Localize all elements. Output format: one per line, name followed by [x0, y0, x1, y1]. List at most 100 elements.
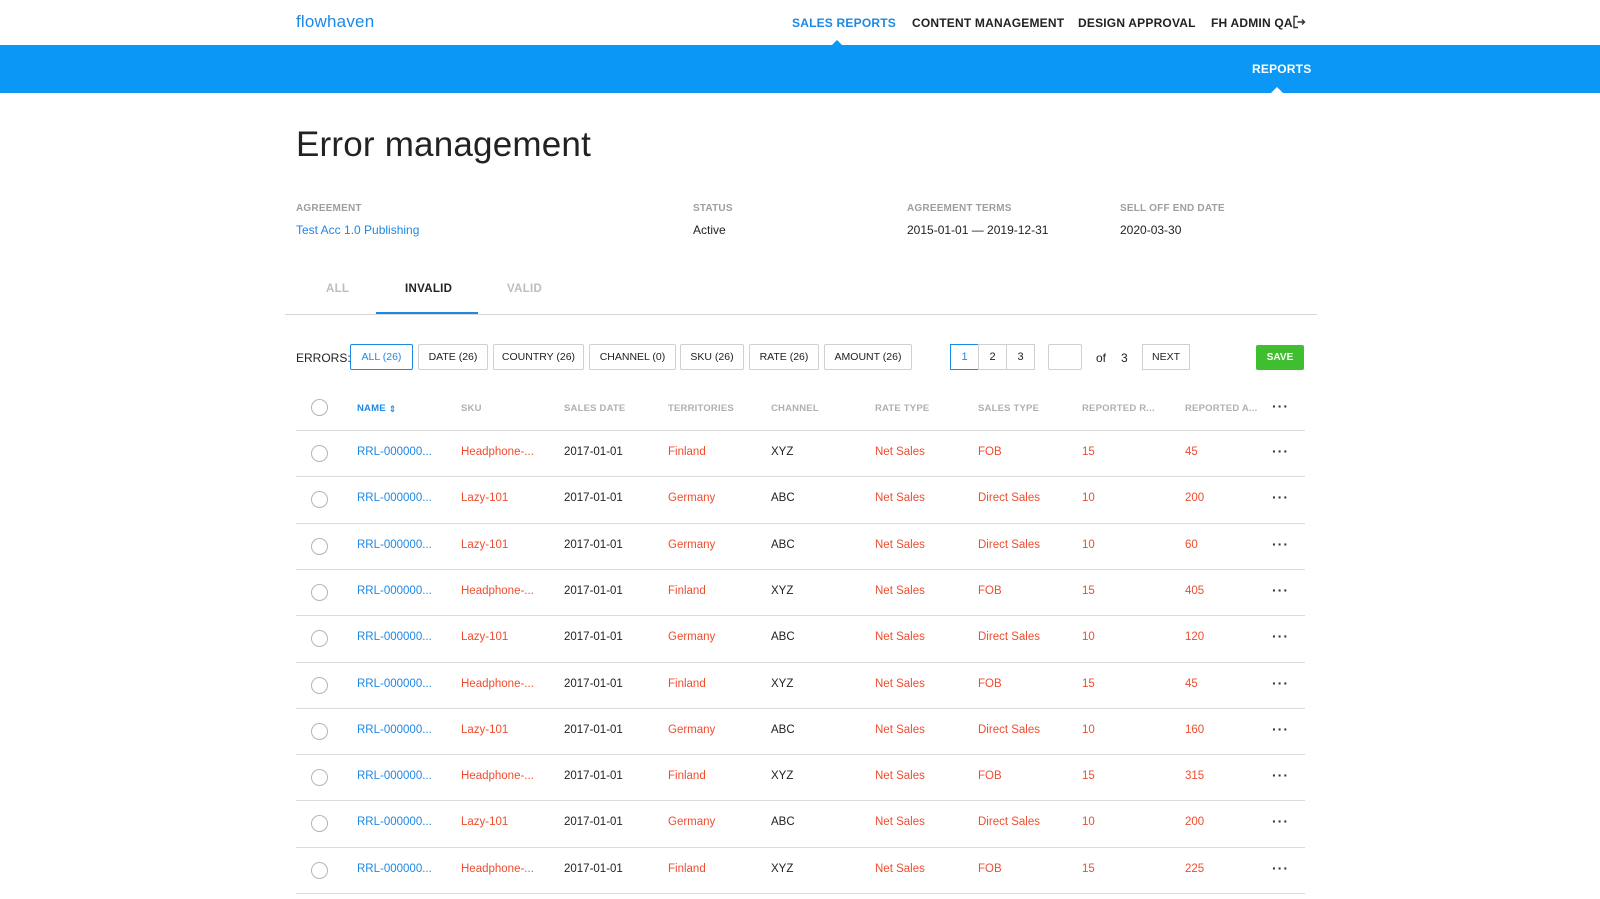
cell-name[interactable]: RRL-000000... — [357, 492, 432, 505]
cell-sku: Lazy-101 — [461, 492, 509, 505]
row-select-radio[interactable] — [311, 445, 328, 462]
tab-all[interactable]: ALL — [326, 283, 350, 295]
logout-icon[interactable] — [1292, 15, 1306, 29]
column-header-reported-amount[interactable]: REPORTED A... — [1185, 403, 1258, 414]
row-divider — [296, 476, 1305, 478]
page-number-input[interactable] — [1048, 344, 1082, 370]
cell-channel: ABC — [771, 492, 795, 505]
row-options-icon[interactable]: ··· — [1272, 720, 1289, 737]
column-header-reported-rate[interactable]: REPORTED R... — [1082, 403, 1155, 414]
page-button-2[interactable]: 2 — [978, 344, 1007, 370]
cell-sales-type: FOB — [978, 584, 1002, 597]
sell-off-end-date-value: 2020-03-30 — [1120, 223, 1182, 237]
row-options-icon[interactable]: ··· — [1272, 535, 1289, 552]
cell-channel: ABC — [771, 538, 795, 551]
tab-valid[interactable]: VALID — [507, 283, 543, 295]
column-header-sales-type[interactable]: SALES TYPE — [978, 403, 1040, 414]
cell-territory: Germany — [668, 631, 716, 644]
nav-item-sales-reports[interactable]: SALES REPORTS — [792, 16, 896, 30]
cell-rate-type: Net Sales — [875, 677, 925, 690]
tabs-divider — [285, 314, 1317, 315]
column-header-rate-type[interactable]: RATE TYPE — [875, 403, 930, 414]
agreement-link[interactable]: Test Acc 1.0 Publishing — [296, 223, 420, 237]
cell-name[interactable]: RRL-000000... — [357, 538, 432, 551]
nav-item-content-management[interactable]: CONTENT MANAGEMENT — [912, 16, 1065, 30]
column-header-channel[interactable]: CHANNEL — [771, 403, 819, 414]
cell-reported-rate: 15 — [1082, 446, 1095, 458]
row-options-icon[interactable]: ··· — [1272, 674, 1289, 691]
row-select-radio[interactable] — [311, 722, 328, 740]
row-divider — [296, 522, 1305, 524]
select-all-radio[interactable] — [311, 399, 328, 416]
cell-name[interactable]: RRL-000000... — [357, 816, 432, 829]
sub-nav-item-reports[interactable]: REPORTS — [1252, 62, 1312, 76]
cell-name[interactable]: RRL-000000... — [357, 723, 432, 736]
cell-name[interactable]: RRL-000000... — [357, 677, 432, 690]
page-button-1[interactable]: 1 — [950, 344, 979, 370]
row-select-radio[interactable] — [311, 676, 328, 694]
agreement-terms-label: AGREEMENT TERMS — [907, 203, 1012, 214]
cell-territory: Finland — [668, 584, 706, 597]
tab-invalid[interactable]: INVALID — [405, 283, 453, 295]
error-filter-country[interactable]: COUNTRY (26) — [493, 344, 584, 370]
cell-name[interactable]: RRL-000000... — [357, 446, 432, 458]
column-header-sku[interactable]: SKU — [461, 403, 482, 414]
page-button-3[interactable]: 3 — [1006, 344, 1035, 370]
error-filter-all[interactable]: ALL (26) — [350, 344, 413, 370]
column-header-sales-date[interactable]: SALES DATE — [564, 403, 626, 414]
cell-rate-type: Net Sales — [875, 816, 925, 829]
row-select-radio[interactable] — [311, 769, 328, 787]
cell-reported-amount: 160 — [1185, 723, 1205, 736]
error-filter-channel[interactable]: CHANNEL (0) — [589, 344, 676, 370]
cell-name[interactable]: RRL-000000... — [357, 770, 432, 783]
cell-name[interactable]: RRL-000000... — [357, 584, 432, 597]
cell-territory: Germany — [668, 492, 716, 505]
row-divider — [296, 800, 1305, 802]
row-options-icon[interactable]: ··· — [1272, 443, 1289, 459]
row-select-radio[interactable] — [311, 583, 328, 601]
cell-reported-rate: 10 — [1082, 631, 1095, 644]
row-options-icon[interactable]: ··· — [1272, 581, 1289, 598]
row-select-radio[interactable] — [311, 537, 328, 555]
row-select-radio[interactable] — [311, 815, 328, 833]
nav-item-user-menu[interactable]: FH ADMIN QA — [1211, 16, 1293, 30]
cell-name[interactable]: RRL-000000... — [357, 862, 432, 875]
cell-name[interactable]: RRL-000000... — [357, 631, 432, 644]
nav-item-design-approval[interactable]: DESIGN APPROVAL — [1078, 16, 1196, 30]
save-button[interactable]: SAVE — [1256, 345, 1304, 370]
cell-territory: Finland — [668, 677, 706, 690]
row-divider — [296, 568, 1305, 570]
error-filter-date[interactable]: DATE (26) — [418, 344, 488, 370]
row-options-icon[interactable]: ··· — [1272, 859, 1289, 876]
row-select-radio[interactable] — [311, 861, 328, 879]
row-options-icon[interactable]: ··· — [1272, 489, 1289, 506]
column-header-name[interactable]: NAME ⇕ — [357, 403, 397, 415]
row-options-icon[interactable]: ··· — [1272, 628, 1289, 645]
next-page-button[interactable]: NEXT — [1142, 344, 1190, 370]
error-filter-amount[interactable]: AMOUNT (26) — [824, 344, 912, 370]
error-filter-sku[interactable]: SKU (26) — [680, 344, 744, 370]
cell-sku: Lazy-101 — [461, 723, 509, 736]
sub-nav-bar: REPORTS — [0, 45, 1600, 93]
cell-reported-rate: 15 — [1082, 584, 1095, 597]
row-options-icon[interactable]: ··· — [1272, 767, 1289, 784]
column-options-icon[interactable]: ··· — [1272, 398, 1289, 414]
cell-channel: XYZ — [771, 677, 794, 690]
agreement-label: AGREEMENT — [296, 203, 362, 214]
cell-sales-type: FOB — [978, 862, 1002, 875]
cell-sales-date: 2017-01-01 — [564, 631, 623, 644]
cell-sku: Headphone-... — [461, 770, 534, 783]
cell-reported-amount: 60 — [1185, 538, 1198, 551]
cell-rate-type: Net Sales — [875, 631, 925, 644]
row-select-radio[interactable] — [311, 630, 328, 648]
cell-reported-rate: 15 — [1082, 862, 1095, 875]
cell-sales-date: 2017-01-01 — [564, 584, 623, 597]
logo[interactable]: flowhaven — [296, 12, 375, 31]
cell-reported-rate: 15 — [1082, 677, 1095, 690]
error-filter-rate[interactable]: RATE (26) — [749, 344, 819, 370]
column-header-territories[interactable]: TERRITORIES — [668, 403, 734, 414]
cell-reported-amount: 45 — [1185, 677, 1198, 690]
cell-territory: Finland — [668, 862, 706, 875]
row-select-radio[interactable] — [311, 491, 328, 509]
row-options-icon[interactable]: ··· — [1272, 813, 1289, 830]
